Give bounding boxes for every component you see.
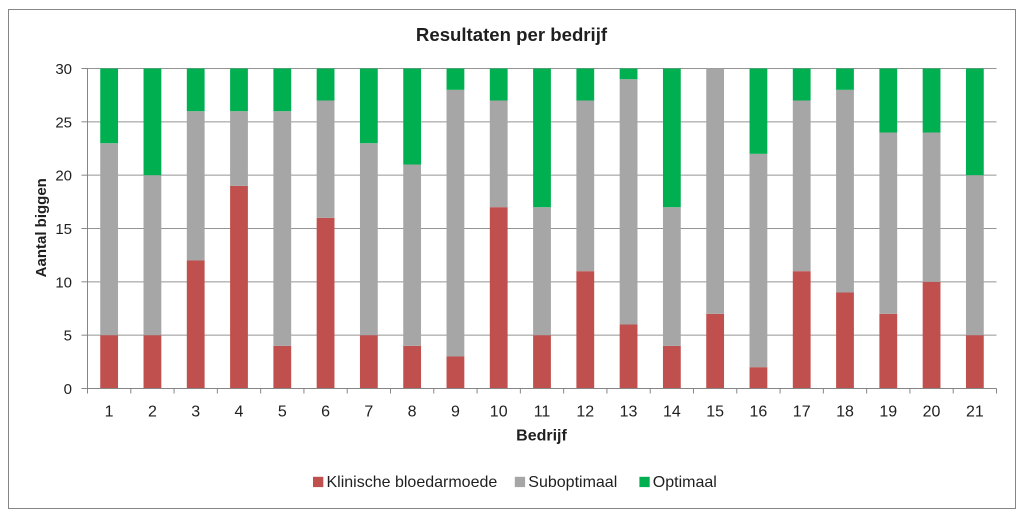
svg-text:30: 30	[55, 61, 72, 78]
svg-text:14: 14	[663, 404, 681, 421]
svg-text:3: 3	[191, 404, 200, 421]
svg-text:16: 16	[750, 404, 768, 421]
svg-text:2: 2	[148, 404, 157, 421]
svg-text:17: 17	[793, 404, 811, 421]
svg-text:Suboptimaal: Suboptimaal	[528, 474, 617, 491]
svg-text:18: 18	[836, 404, 854, 421]
svg-text:5: 5	[278, 404, 287, 421]
svg-text:7: 7	[364, 404, 373, 421]
svg-text:21: 21	[966, 404, 984, 421]
svg-text:Resultaten per bedrijf: Resultaten per bedrijf	[416, 24, 608, 45]
svg-text:25: 25	[55, 114, 72, 131]
svg-text:1: 1	[105, 404, 114, 421]
svg-text:12: 12	[576, 404, 594, 421]
svg-text:13: 13	[620, 404, 638, 421]
svg-text:11: 11	[534, 404, 551, 421]
svg-text:9: 9	[451, 404, 460, 421]
svg-text:10: 10	[490, 404, 508, 421]
svg-text:4: 4	[235, 404, 244, 421]
svg-text:Aantal biggen: Aantal biggen	[33, 178, 50, 277]
svg-text:Bedrijf: Bedrijf	[516, 428, 567, 445]
svg-text:5: 5	[64, 328, 72, 345]
svg-text:15: 15	[55, 221, 72, 238]
svg-text:10: 10	[55, 274, 72, 291]
svg-text:Klinische bloedarmoede: Klinische bloedarmoede	[327, 474, 498, 491]
svg-text:Optimaal: Optimaal	[653, 474, 717, 491]
svg-text:20: 20	[55, 168, 72, 185]
svg-text:8: 8	[408, 404, 417, 421]
svg-text:6: 6	[321, 404, 330, 421]
svg-text:15: 15	[706, 404, 724, 421]
svg-text:20: 20	[923, 404, 941, 421]
svg-text:19: 19	[879, 404, 897, 421]
svg-text:0: 0	[64, 381, 72, 398]
